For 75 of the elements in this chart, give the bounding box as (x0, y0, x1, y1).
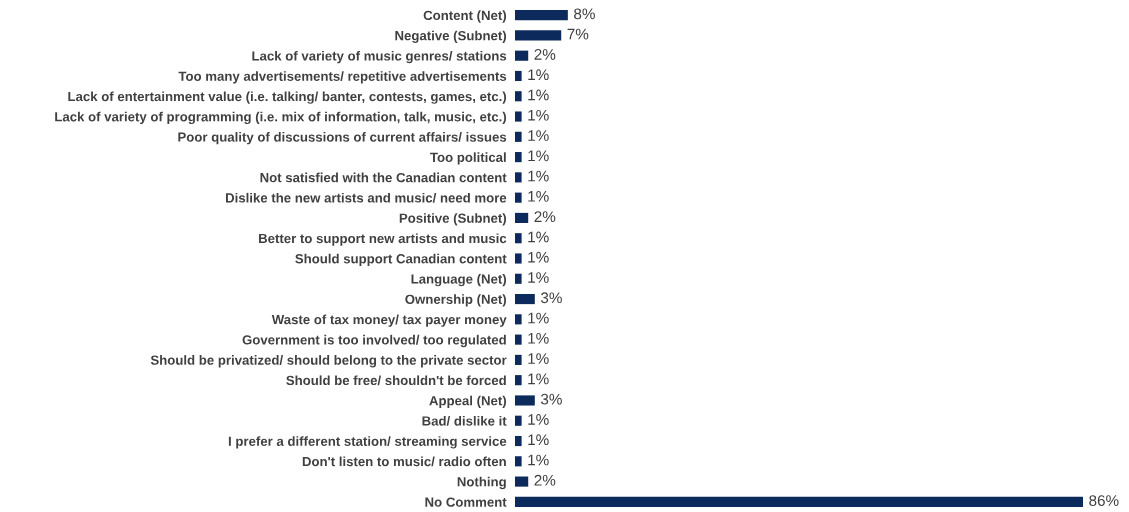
data-label: 1% (528, 130, 549, 141)
data-label: 1% (528, 69, 549, 81)
data-label: 1% (528, 150, 549, 162)
bar (515, 172, 522, 183)
y-tick-label: Dislike the new artists and music/ need more (225, 192, 507, 203)
bar (515, 456, 522, 467)
data-label: 8% (574, 8, 595, 20)
y-tick-label: Negative (Subnet) (395, 30, 507, 43)
bar (515, 111, 522, 122)
bar (515, 375, 522, 386)
bar (515, 233, 522, 244)
bar (515, 293, 535, 305)
y-tick-label: Should be free/ shouldn't be forced (286, 375, 506, 386)
data-label: 1% (528, 89, 549, 101)
y-tick-label: Too many advertisements/ repetitive advertisements (178, 71, 507, 84)
y-tick-label: I prefer a different station/ streaming service (228, 436, 507, 449)
bar (515, 354, 522, 365)
data-label: 7% (567, 28, 589, 40)
data-label: 1% (528, 373, 549, 385)
bar (515, 50, 529, 61)
data-label: 1% (528, 251, 549, 263)
data-label: 1% (528, 414, 549, 425)
bar (515, 212, 529, 224)
data-label: 3% (540, 292, 562, 304)
data-label: 86% (1089, 495, 1119, 506)
data-label: 1% (528, 454, 549, 466)
y-tick-label: Nothing (457, 476, 506, 490)
data-label: 1% (528, 109, 549, 121)
bar (515, 30, 562, 41)
data-label: 1% (528, 191, 549, 202)
y-tick-label: Not satisfied with the Canadian content (260, 172, 507, 183)
y-tick-label: Waste of tax money/ tax payer money (271, 314, 507, 327)
bar (515, 131, 522, 142)
y-tick-label: Don't listen to music/ radio often (302, 456, 506, 467)
bar (515, 496, 1083, 507)
bar (515, 192, 522, 203)
bar (515, 91, 522, 102)
bar (515, 314, 522, 325)
data-label: 1% (528, 353, 549, 364)
data-label: 1% (528, 434, 549, 446)
y-tick-label: Should support Canadian content (295, 253, 507, 267)
y-tick-label: Lack of variety of music genres/ stations (252, 50, 507, 64)
y-tick-label: Lack of entertainment value (i.e. talking/ banter, contests, games, etc.) (68, 91, 507, 104)
y-tick-label: Poor quality of discussions of current affairs/ issues (178, 132, 507, 145)
y-tick-label: Government is too involved/ too regulated (242, 334, 506, 348)
bar (515, 334, 522, 345)
y-tick-label: Ownership (Net) (405, 294, 507, 307)
data-label: 2% (534, 474, 556, 486)
y-tick-label: No Comment (425, 497, 507, 507)
bar (515, 70, 522, 82)
y-tick-label: Content (Net) (423, 10, 507, 23)
bar (515, 253, 522, 264)
bar (515, 395, 535, 406)
y-tick-label: Better to support new artists and music (259, 233, 507, 246)
data-label: 1% (528, 231, 549, 243)
y-tick-label: Language (Net) (411, 274, 507, 287)
y-tick-label: Too political (430, 152, 506, 165)
y-tick-label: Lack of variety of programming (i.e. mix of information, talk, music, etc.) (55, 111, 507, 125)
data-label: 1% (528, 170, 549, 182)
y-tick-label: Appeal (Net) (429, 395, 507, 408)
data-label: 2% (534, 211, 556, 222)
y-tick-label: Should be privatized/ should belong to the private sector (150, 355, 507, 368)
y-tick-label: Bad/ dislike it (422, 415, 507, 426)
data-label: 2% (534, 48, 556, 60)
bar (515, 415, 522, 426)
bar (515, 273, 522, 284)
data-label: 1% (528, 332, 549, 344)
data-label: 3% (540, 393, 562, 405)
bar (515, 435, 522, 447)
bar (515, 152, 522, 163)
data-label: 1% (528, 272, 549, 283)
bar (515, 10, 568, 21)
y-tick-label: Positive (Subnet) (399, 213, 507, 226)
bar (515, 476, 529, 487)
data-label: 1% (528, 312, 549, 324)
